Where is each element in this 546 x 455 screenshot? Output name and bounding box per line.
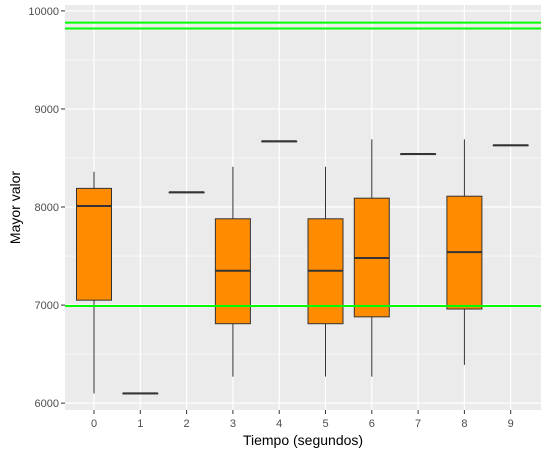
x-tick-label: 6	[369, 418, 375, 430]
x-tick-label: 9	[508, 418, 514, 430]
y-tick-label: 9000	[35, 104, 59, 116]
x-tick-label: 2	[184, 418, 190, 430]
box-1	[122, 392, 159, 395]
y-tick-label: 6000	[35, 398, 59, 410]
box-7	[400, 153, 437, 156]
box-2	[168, 191, 205, 194]
x-tick-label: 0	[91, 418, 97, 430]
box-8	[446, 139, 483, 365]
y-axis-title: Mayor valor	[7, 171, 23, 244]
y-axis: 6000 7000 8000 9000 10000	[28, 6, 65, 410]
x-tick-label: 7	[415, 418, 421, 430]
box-9	[492, 144, 529, 147]
x-tick-label: 4	[276, 418, 282, 430]
x-tick-label: 3	[230, 418, 236, 430]
y-tick-label: 10000	[28, 6, 59, 18]
reference-lines	[65, 21, 541, 308]
box-0	[76, 171, 112, 394]
boxes	[76, 139, 529, 395]
x-tick-label: 8	[461, 418, 467, 430]
x-axis-title: Tiempo (segundos)	[243, 432, 363, 448]
y-tick-label: 7000	[35, 300, 59, 312]
box-6	[353, 139, 390, 377]
x-tick-label: 5	[322, 418, 328, 430]
y-tick-label: 8000	[35, 202, 59, 214]
x-axis: 0 1 2 3 4 5 6 7 8 9	[91, 410, 514, 430]
x-tick-label: 1	[137, 418, 143, 430]
box-4	[261, 140, 298, 143]
